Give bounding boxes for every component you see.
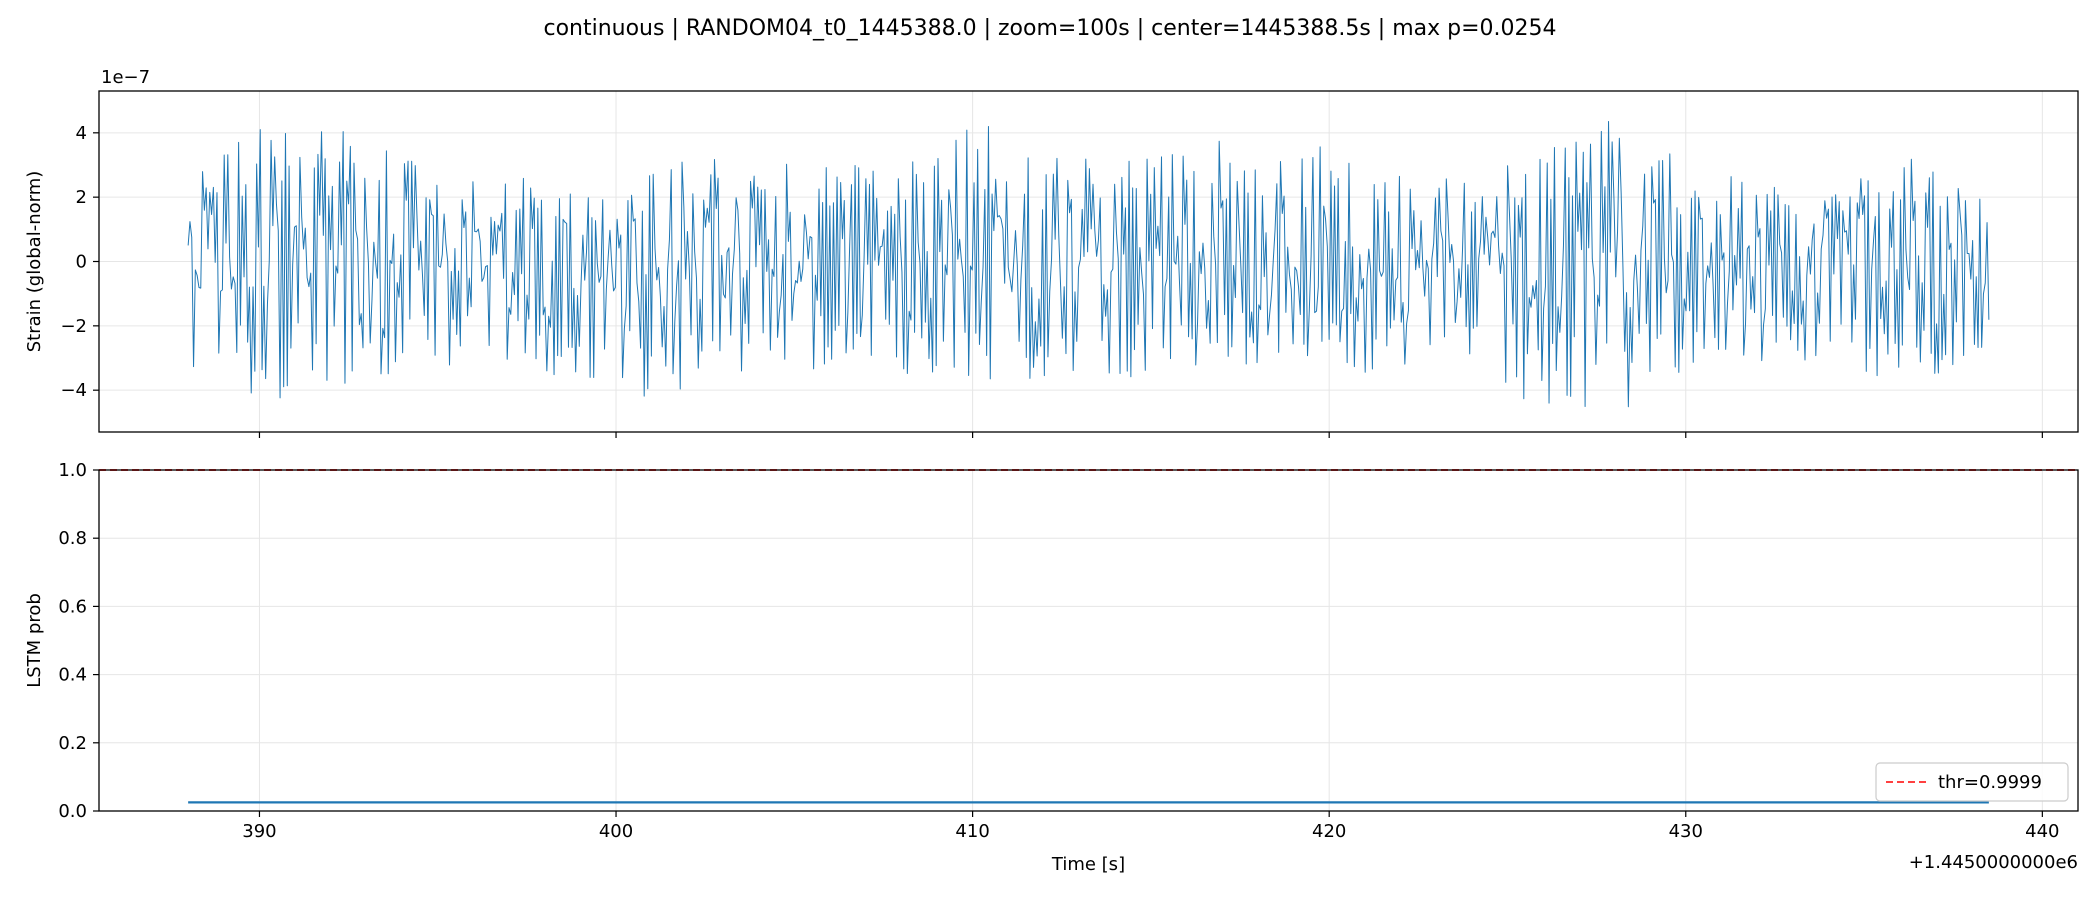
lstm-x-ticks: 390 400 410 420 430 440 [242, 811, 2060, 842]
strain-y-tick-label: −2 [60, 316, 87, 337]
x-axis-offset: +1.4450000000e6 [1909, 852, 2078, 873]
lstm-x-tick-label: 420 [1312, 821, 1346, 842]
strain-y-exponent: 1e−7 [101, 67, 150, 88]
strain-y-tick-label: −4 [60, 380, 87, 401]
lstm-panel: 390 400 410 420 430 440 0.0 0.2 0.4 0.6 0.8 1.0 LS… [24, 460, 2079, 875]
strain-y-ticks: −4 −2 0 2 4 [60, 123, 99, 401]
strain-series [187, 120, 1990, 408]
lstm-x-tick-label: 390 [242, 821, 276, 842]
lstm-y-tick-label: 1.0 [58, 460, 87, 481]
legend: thr=0.9999 [1875, 762, 2069, 802]
strain-y-tick-label: 0 [76, 252, 87, 273]
figure-title: continuous | RANDOM04_t0_1445388.0 | zoo… [543, 16, 1556, 41]
strain-grid [99, 91, 2078, 432]
x-axis-label: Time [s] [1051, 854, 1125, 875]
lstm-y-tick-label: 0.8 [58, 528, 87, 549]
lstm-x-tick-label: 440 [2025, 821, 2059, 842]
lstm-y-axis-label: LSTM prob [24, 593, 45, 688]
lstm-y-ticks: 0.0 0.2 0.4 0.6 0.8 1.0 [58, 460, 99, 822]
lstm-y-tick-label: 0.4 [58, 665, 87, 686]
lstm-axes-frame [98, 469, 2079, 812]
legend-box [1875, 762, 2069, 802]
lstm-x-tick-label: 410 [955, 821, 989, 842]
lstm-y-tick-label: 0.6 [58, 596, 87, 617]
lstm-y-tick-label: 0.2 [58, 733, 87, 754]
lstm-y-tick-label: 0.0 [58, 801, 87, 822]
lstm-x-tick-label: 400 [599, 821, 633, 842]
strain-panel: −4 −2 0 2 4 1e−7 Strain (global-norm) [24, 67, 2079, 438]
strain-x-ticks [258, 432, 2043, 438]
strain-y-tick-label: 4 [76, 123, 87, 144]
strain-series-line [187, 120, 1990, 408]
lstm-x-tick-label: 430 [1669, 821, 1703, 842]
legend-label-threshold: thr=0.9999 [1938, 772, 2042, 793]
strain-y-axis-label: Strain (global-norm) [24, 171, 45, 353]
strain-y-tick-label: 2 [76, 187, 87, 208]
